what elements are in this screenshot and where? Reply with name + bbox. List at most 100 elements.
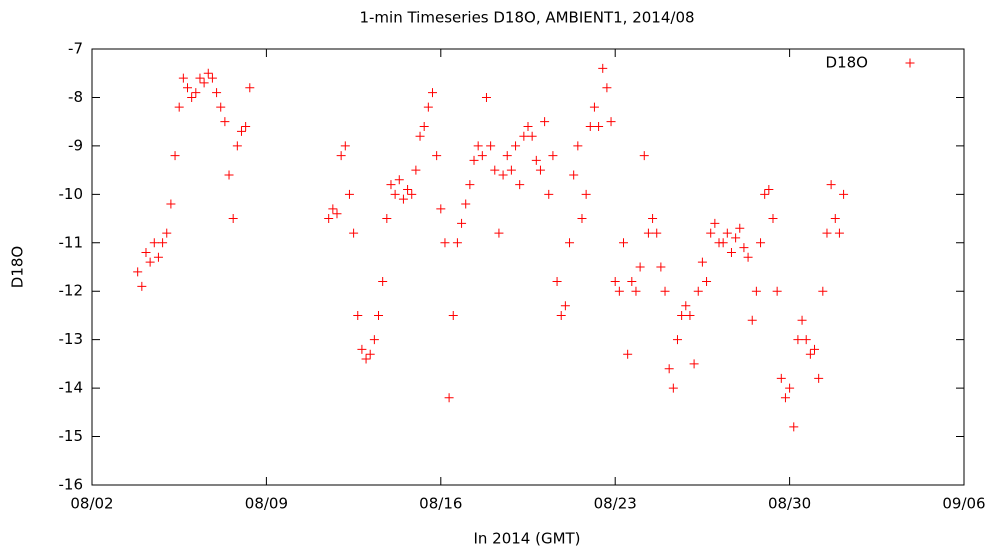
data-point bbox=[589, 102, 599, 112]
data-point bbox=[830, 214, 840, 224]
data-point bbox=[623, 349, 633, 359]
data-point bbox=[602, 83, 612, 93]
data-point bbox=[685, 310, 695, 320]
data-point bbox=[785, 383, 795, 393]
data-point bbox=[718, 238, 728, 248]
data-point bbox=[411, 165, 421, 175]
data-point bbox=[419, 122, 429, 132]
data-point bbox=[519, 131, 529, 141]
data-point bbox=[789, 422, 799, 432]
data-point bbox=[672, 335, 682, 345]
x-tick-label: 09/06 bbox=[942, 495, 985, 513]
data-point bbox=[440, 238, 450, 248]
data-point bbox=[386, 180, 396, 190]
x-tick-label: 08/23 bbox=[594, 495, 637, 513]
data-point bbox=[378, 277, 388, 287]
data-point bbox=[166, 199, 176, 209]
data-point bbox=[631, 286, 641, 296]
data-point bbox=[191, 88, 201, 98]
y-tick-label: -8 bbox=[68, 88, 83, 106]
data-point bbox=[374, 310, 384, 320]
data-point bbox=[390, 189, 400, 199]
legend-marker bbox=[905, 58, 915, 68]
data-point bbox=[839, 189, 849, 199]
data-point bbox=[394, 175, 404, 185]
data-point bbox=[560, 301, 570, 311]
data-point bbox=[506, 165, 516, 175]
data-point bbox=[523, 122, 533, 132]
data-point bbox=[232, 141, 242, 151]
data-point bbox=[702, 277, 712, 287]
data-point bbox=[220, 117, 230, 127]
data-point bbox=[569, 170, 579, 180]
data-point bbox=[780, 393, 790, 403]
data-point bbox=[178, 73, 188, 83]
data-point bbox=[826, 180, 836, 190]
data-point bbox=[735, 223, 745, 233]
data-point bbox=[183, 83, 193, 93]
y-tick-label: -16 bbox=[59, 476, 84, 494]
data-point bbox=[407, 189, 417, 199]
data-point bbox=[457, 218, 467, 228]
data-point bbox=[403, 184, 413, 194]
data-point bbox=[801, 335, 811, 345]
data-point bbox=[710, 218, 720, 228]
data-point bbox=[328, 204, 338, 214]
data-point bbox=[764, 184, 774, 194]
data-point bbox=[693, 286, 703, 296]
data-point bbox=[751, 286, 761, 296]
data-point bbox=[187, 92, 197, 102]
data-point bbox=[153, 252, 163, 262]
data-point bbox=[652, 228, 662, 238]
data-point bbox=[739, 243, 749, 253]
data-point bbox=[556, 310, 566, 320]
data-point bbox=[452, 238, 462, 248]
data-point bbox=[353, 310, 363, 320]
data-point bbox=[743, 252, 753, 262]
data-point bbox=[810, 344, 820, 354]
data-point bbox=[174, 102, 184, 112]
y-tick-label: -14 bbox=[59, 379, 84, 397]
data-point bbox=[245, 83, 255, 93]
data-point bbox=[369, 335, 379, 345]
legend-label: D18O bbox=[826, 54, 868, 72]
data-point bbox=[793, 335, 803, 345]
y-tick-label: -15 bbox=[59, 427, 84, 445]
data-point bbox=[614, 286, 624, 296]
data-point bbox=[639, 151, 649, 161]
data-point bbox=[336, 151, 346, 161]
data-point bbox=[340, 141, 350, 151]
data-point bbox=[511, 141, 521, 151]
data-point bbox=[756, 238, 766, 248]
chart-title: 1-min Timeseries D18O, AMBIENT1, 2014/08 bbox=[359, 9, 694, 27]
data-point bbox=[565, 238, 575, 248]
data-point bbox=[540, 117, 550, 127]
data-point bbox=[224, 170, 234, 180]
data-point bbox=[145, 257, 155, 267]
data-point bbox=[461, 199, 471, 209]
data-point bbox=[822, 228, 832, 238]
data-point bbox=[494, 228, 504, 238]
data-point bbox=[515, 180, 525, 190]
data-point bbox=[216, 102, 226, 112]
y-axis-label: D18O bbox=[9, 246, 27, 288]
data-point bbox=[361, 354, 371, 364]
data-point bbox=[486, 141, 496, 151]
data-point bbox=[722, 228, 732, 238]
data-point bbox=[502, 151, 512, 161]
data-point bbox=[834, 228, 844, 238]
data-point bbox=[349, 228, 359, 238]
data-point bbox=[544, 189, 554, 199]
data-point bbox=[760, 189, 770, 199]
data-point bbox=[610, 277, 620, 287]
data-point bbox=[776, 373, 786, 383]
data-point bbox=[149, 238, 159, 248]
data-point bbox=[656, 262, 666, 272]
data-point bbox=[535, 165, 545, 175]
data-point bbox=[133, 267, 143, 277]
data-point bbox=[606, 117, 616, 127]
data-point bbox=[141, 247, 151, 257]
data-point bbox=[228, 214, 238, 224]
data-point bbox=[207, 73, 217, 83]
